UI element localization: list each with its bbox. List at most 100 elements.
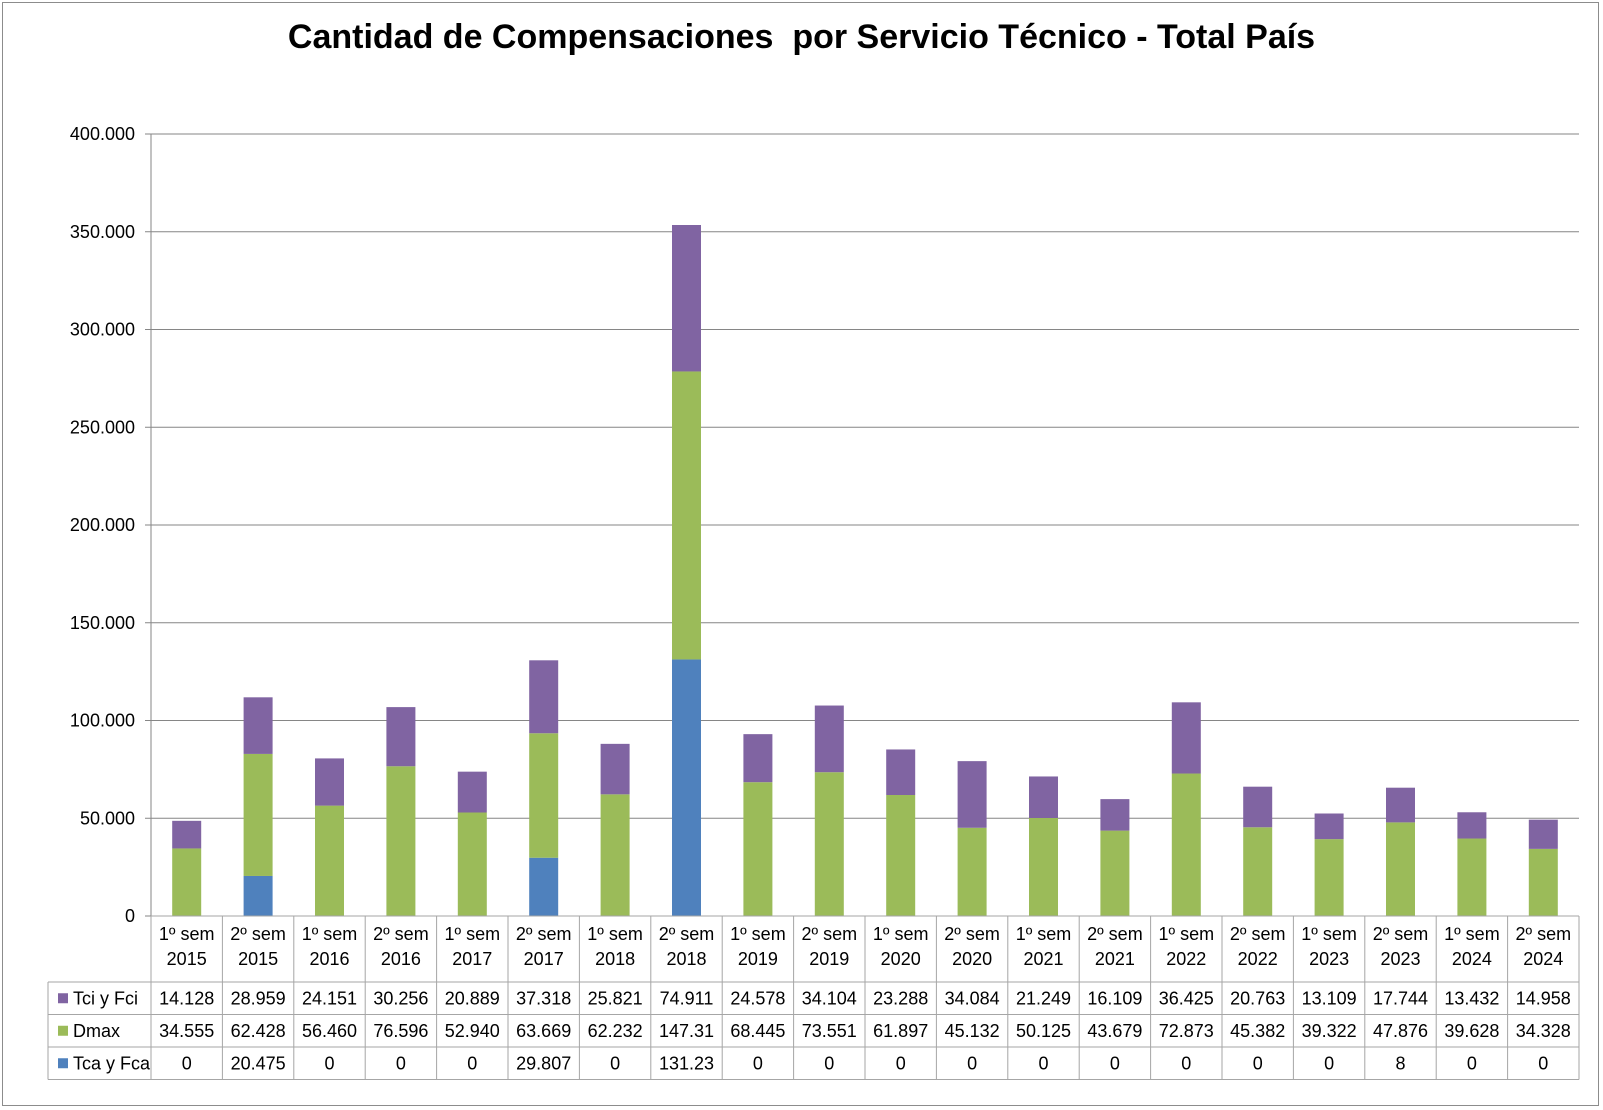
bar-segment (1386, 787, 1415, 823)
table-cell-value: 0 (753, 1053, 763, 1073)
bar-segment (1528, 819, 1558, 849)
table-cell-value: 0 (1324, 1053, 1334, 1073)
table-cell-value: 24.578 (730, 988, 785, 1008)
x-category-label: 1º sem (730, 924, 786, 944)
table-cell-value: 20.475 (231, 1053, 286, 1073)
x-category-label: 1º sem (1159, 924, 1215, 944)
table-cell-value: 24.151 (302, 988, 357, 1008)
x-category-label: 2018 (666, 949, 706, 969)
table-cell-value: 13.109 (1302, 988, 1357, 1008)
x-category-label: 2020 (881, 949, 921, 969)
y-tick-label: 50.000 (80, 808, 135, 828)
bar-segment (386, 766, 416, 916)
bar-segment (1100, 799, 1130, 831)
table-cell-value: 13.432 (1444, 988, 1499, 1008)
table-cell-value: 56.460 (302, 1021, 357, 1041)
bar-segment (743, 782, 773, 916)
x-category-label: 2º sem (1373, 924, 1429, 944)
table-cell-value: 34.104 (802, 988, 857, 1008)
y-tick-label: 100.000 (70, 711, 135, 731)
table-cell-value: 0 (396, 1053, 406, 1073)
table-cell-value: 45.382 (1230, 1021, 1285, 1041)
table-cell-value: 73.551 (802, 1021, 857, 1041)
table-cell-value: 23.288 (873, 988, 928, 1008)
bar-segment (1386, 822, 1415, 916)
table-cell-value: 16.109 (1087, 988, 1142, 1008)
table-cell-value: 45.132 (945, 1021, 1000, 1041)
bar-segment (1029, 818, 1058, 916)
bar-segment (529, 660, 559, 734)
table-cell-value: 47.876 (1373, 1021, 1428, 1041)
bar-segment (1528, 848, 1558, 916)
y-tick-label: 150.000 (70, 613, 135, 633)
legend-swatch (58, 1058, 68, 1069)
y-tick-label: 350.000 (70, 222, 135, 242)
table-cell-value: 147.31 (659, 1021, 714, 1041)
table-cell-value: 39.628 (1444, 1021, 1499, 1041)
bar-segment (957, 827, 987, 916)
table-cell-value: 20.889 (445, 988, 500, 1008)
x-category-label: 2º sem (516, 924, 572, 944)
bar-segment (243, 875, 273, 916)
bar-segment (600, 794, 630, 916)
table-cell-value: 0 (896, 1053, 906, 1073)
bar-segment (457, 812, 487, 916)
table-cell-value: 14.128 (159, 988, 214, 1008)
bar-segment (600, 743, 630, 795)
bar-segment (814, 772, 844, 916)
y-tick-label: 300.000 (70, 320, 135, 340)
table-cell-value: 36.425 (1159, 988, 1214, 1008)
x-category-label: 2º sem (802, 924, 858, 944)
x-category-label: 2016 (381, 949, 421, 969)
x-category-label: 1º sem (873, 924, 929, 944)
table-cell-value: 8 (1395, 1053, 1405, 1073)
table-cell-value: 0 (1467, 1053, 1477, 1073)
table-cell-value: 0 (182, 1053, 192, 1073)
bar-segment (243, 753, 273, 876)
table-cell-value: 39.322 (1302, 1021, 1357, 1041)
table-cell-value: 68.445 (730, 1021, 785, 1041)
y-tick-label: 250.000 (70, 417, 135, 437)
x-category-label: 2018 (595, 949, 635, 969)
table-cell-value: 50.125 (1016, 1021, 1071, 1041)
table-cell-value: 63.669 (516, 1021, 571, 1041)
bar-segment (172, 848, 202, 916)
chart-title: Cantidad de Compensaciones por Servicio … (287, 18, 1316, 56)
y-tick-label: 200.000 (70, 515, 135, 535)
x-category-label: 2º sem (659, 924, 715, 944)
x-category-label: 1º sem (445, 924, 501, 944)
table-cell-value: 43.679 (1087, 1021, 1142, 1041)
legend-swatch (58, 993, 68, 1004)
bar-segment (814, 705, 844, 773)
x-category-label: 1º sem (587, 924, 643, 944)
table-cell-value: 0 (1181, 1053, 1191, 1073)
table-cell-value: 74.911 (660, 988, 714, 1008)
table-cell-value: 25.821 (588, 988, 643, 1008)
x-category-label: 2º sem (230, 924, 286, 944)
bar-segment (315, 805, 344, 916)
table-cell-value: 62.232 (588, 1021, 643, 1041)
table-cell-value: 37.318 (516, 988, 571, 1008)
table-cell-value: 17.744 (1373, 988, 1428, 1008)
bar-segment (457, 771, 487, 813)
x-category-label: 2016 (309, 949, 349, 969)
bar-segment (172, 820, 202, 849)
table-cell-value: 0 (824, 1053, 834, 1073)
bar-segment (1171, 702, 1201, 774)
legend-label: Dmax (73, 1021, 120, 1041)
table-cell-value: 0 (1038, 1053, 1048, 1073)
bar-segment (243, 697, 273, 754)
x-category-label: 2º sem (373, 924, 429, 944)
table-cell-value: 20.763 (1230, 988, 1285, 1008)
x-category-label: 2017 (452, 949, 492, 969)
x-category-label: 2º sem (1516, 924, 1572, 944)
bar-segment (1243, 827, 1273, 916)
table-cell-value: 131.23 (659, 1053, 714, 1073)
x-category-label: 2021 (1095, 949, 1135, 969)
table-cell-value: 34.328 (1516, 1021, 1571, 1041)
bar-segment (672, 659, 701, 916)
table-cell-value: 28.959 (231, 988, 286, 1008)
bar-segment (886, 794, 916, 916)
